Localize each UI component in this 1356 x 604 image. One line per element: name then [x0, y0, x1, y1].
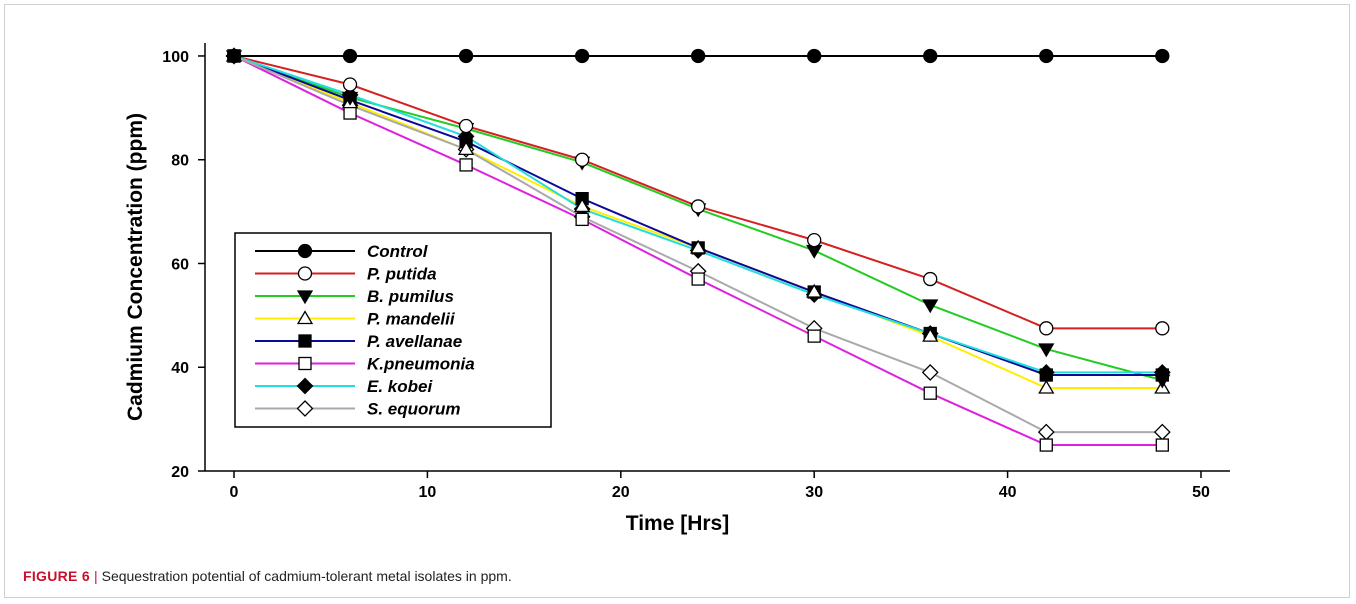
data-point — [342, 77, 358, 92]
data-point — [923, 48, 938, 64]
data-point — [691, 199, 706, 214]
caption-separator: | — [93, 568, 98, 584]
legend-box — [234, 232, 552, 428]
legend-entry-3: P. mandelii — [255, 310, 456, 329]
caption-text: Sequestration potential of cadmium-toler… — [101, 568, 512, 584]
data-point — [922, 327, 939, 342]
data-point — [1037, 423, 1055, 441]
legend-entry-6: E. kobei — [255, 377, 433, 396]
data-point — [807, 329, 821, 343]
data-point — [574, 48, 590, 64]
caption-label: FIGURE 6 — [23, 568, 90, 584]
data-point — [807, 48, 822, 64]
data-point — [1038, 379, 1055, 394]
legend-entry-5: K.pneumonia — [255, 355, 475, 374]
legend-entry-0: Control — [255, 242, 429, 261]
data-point — [1039, 48, 1054, 64]
data-point — [341, 91, 359, 106]
data-point — [922, 299, 939, 314]
data-point — [343, 106, 357, 120]
y-tick-label: 60 — [171, 256, 189, 273]
legend-label: Control — [367, 242, 429, 261]
legend-marker — [298, 356, 312, 371]
legend-label: S. equorum — [367, 400, 461, 419]
y-tick-label: 40 — [171, 360, 189, 377]
data-point — [806, 283, 823, 298]
x-tick-label: 30 — [805, 484, 823, 501]
data-point — [457, 141, 475, 156]
data-point — [226, 48, 242, 64]
data-point — [923, 271, 938, 287]
data-point — [575, 212, 589, 227]
data-point — [690, 239, 707, 254]
data-point — [1155, 438, 1169, 452]
data-point — [573, 198, 591, 213]
data-point — [807, 232, 822, 248]
data-point — [1039, 368, 1053, 382]
data-point — [1155, 48, 1170, 64]
legend-marker — [297, 266, 313, 281]
x-tick-label: 50 — [1192, 484, 1210, 501]
data-point — [1039, 321, 1054, 336]
legend-marker — [298, 334, 312, 348]
x-axis-label: Time [Hrs] — [626, 512, 729, 535]
data-point — [806, 244, 823, 259]
figure-caption: FIGURE 6 | Sequestration potential of cadm… — [23, 568, 512, 584]
data-point — [1155, 321, 1170, 336]
x-tick-label: 40 — [999, 484, 1017, 501]
data-point — [1154, 374, 1171, 389]
data-point — [1153, 423, 1171, 441]
y-tick-label: 100 — [162, 49, 189, 66]
data-point — [458, 48, 474, 64]
data-point — [458, 118, 474, 134]
y-tick-label: 20 — [171, 464, 189, 481]
data-point — [923, 386, 937, 400]
legend-label: K.pneumonia — [367, 355, 475, 374]
legend-marker — [297, 243, 313, 259]
x-tick-label: 20 — [612, 484, 630, 501]
legend-marker — [296, 400, 314, 417]
legend-marker — [296, 310, 314, 325]
legend-marker — [296, 290, 314, 305]
legend-entry-1: P. putida — [255, 265, 437, 284]
figure-frame: 0 10 20 30 40 50 20 40 60 80 100 Time [Hrs] Cadmium … — [4, 4, 1350, 598]
legend-label: B. pumilus — [367, 287, 454, 306]
data-point — [574, 152, 590, 167]
y-axis-label: Cadmium Concentration (ppm) — [124, 113, 147, 421]
legend-entry-4: P. avellanae — [255, 332, 462, 351]
data-point — [342, 48, 358, 64]
line-chart: 0 10 20 30 40 50 20 40 60 80 100 Time [Hrs] Cadmium … — [124, 43, 1230, 535]
legend-entry-2: B. pumilus — [255, 287, 454, 306]
legend-label: P. avellanae — [367, 332, 462, 351]
legend-label: P. putida — [367, 265, 437, 284]
x-tick-label: 0 — [230, 484, 239, 501]
data-point — [921, 364, 939, 381]
data-point — [459, 158, 473, 172]
data-point — [1039, 438, 1053, 452]
y-tick-label: 80 — [171, 153, 189, 170]
legend-entry-7: S. equorum — [255, 400, 461, 419]
legend-label: E. kobei — [367, 377, 433, 396]
data-point — [691, 272, 705, 286]
data-point — [1038, 343, 1055, 358]
data-point — [691, 48, 706, 64]
series-points-0 — [226, 48, 1170, 64]
legend-marker — [296, 377, 314, 395]
legend-label: P. mandelii — [367, 310, 456, 329]
x-tick-label: 10 — [419, 484, 437, 501]
